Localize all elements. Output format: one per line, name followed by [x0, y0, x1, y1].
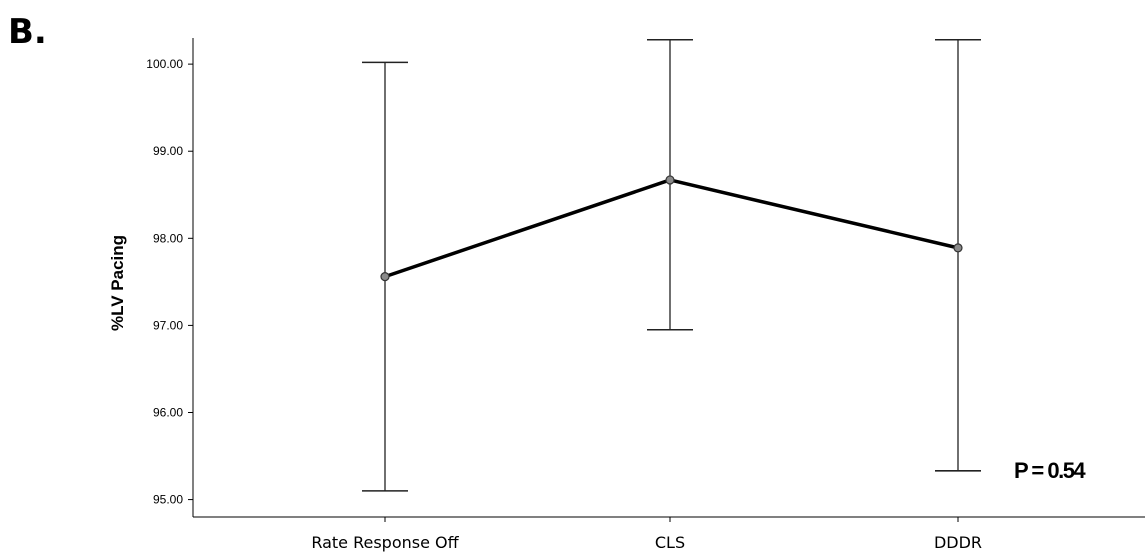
x-tick-labels: Rate Response Off CLS DDDR — [311, 517, 982, 552]
y-tick-label: 96.00 — [153, 405, 183, 419]
y-tick-label: 99.00 — [153, 144, 183, 158]
series-line-group — [384, 178, 959, 279]
y-tick-label: 98.00 — [153, 231, 183, 245]
data-point — [953, 243, 963, 253]
chart-axes — [192, 38, 1145, 518]
x-tick-label: CLS — [655, 533, 685, 552]
y-tick-label: 100.00 — [146, 57, 183, 71]
y-ticks: 95.00 96.00 97.00 98.00 99.00 100.00 — [146, 57, 193, 507]
series-line — [384, 178, 959, 279]
data-point — [665, 175, 675, 185]
panel-label: B. — [8, 12, 47, 52]
x-tick-label: DDDR — [934, 533, 982, 552]
data-points — [380, 175, 963, 282]
y-tick-label: 97.00 — [153, 318, 183, 332]
p-value-annotation: P = 0.54 — [1014, 458, 1086, 483]
y-tick-label: 95.00 — [153, 493, 183, 507]
data-point — [380, 272, 390, 282]
error-bars — [362, 38, 981, 492]
x-tick-label: Rate Response Off — [311, 533, 459, 552]
y-axis-title: %LV Pacing — [108, 235, 127, 331]
